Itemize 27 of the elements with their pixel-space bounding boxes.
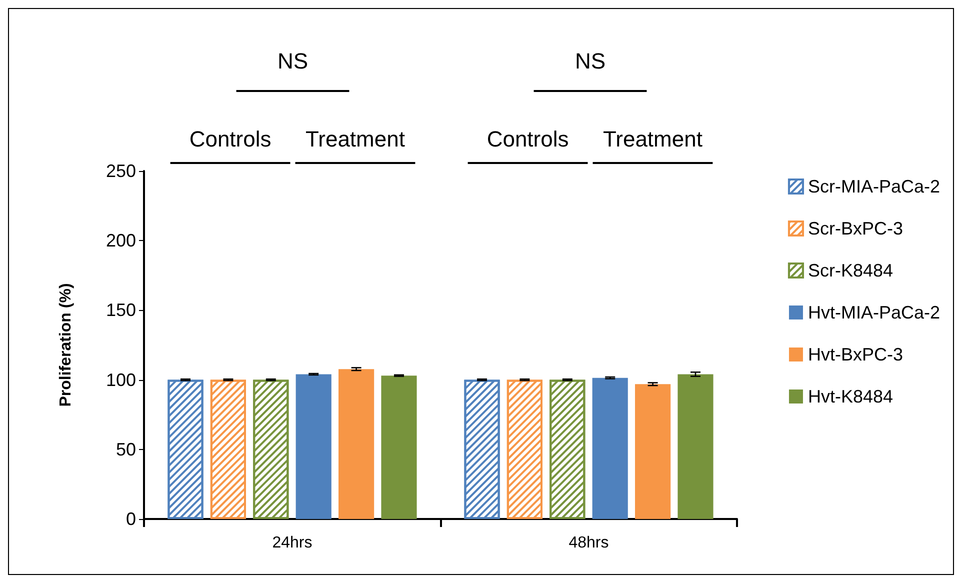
text: NS [574, 48, 606, 74]
text: Controls [189, 126, 272, 152]
bar [381, 376, 417, 519]
legend-label: Scr-K8484 [808, 260, 894, 280]
text: Controls [486, 126, 569, 152]
bar [678, 374, 714, 519]
legend-label: Hvt-MIA-PaCa-2 [808, 302, 940, 322]
y-axis-title: Proliferation (%) [58, 283, 74, 407]
y-tick-label: 100 [106, 370, 136, 390]
legend-label: Hvt-BxPC-3 [808, 344, 903, 364]
bar [338, 369, 374, 519]
text: NS [277, 48, 308, 74]
bar [592, 378, 628, 519]
legend-label: Scr-BxPC-3 [808, 218, 903, 238]
x-tick-label: 48hrs [568, 534, 609, 552]
bar [296, 374, 332, 519]
y-tick-label: 150 [106, 300, 136, 320]
x-tick-label: 24hrs [272, 534, 312, 552]
y-tick-label: 200 [106, 230, 136, 251]
y-tick-label: 250 [106, 161, 136, 181]
y-tick-label: 50 [116, 439, 136, 460]
text: Treatment [306, 126, 405, 152]
legend-label: Scr-MIA-PaCa-2 [808, 176, 940, 196]
bar [635, 384, 671, 519]
text: Treatment [603, 126, 702, 152]
legend-label: Hvt-K8484 [808, 386, 894, 406]
y-tick-label: 0 [126, 509, 136, 529]
